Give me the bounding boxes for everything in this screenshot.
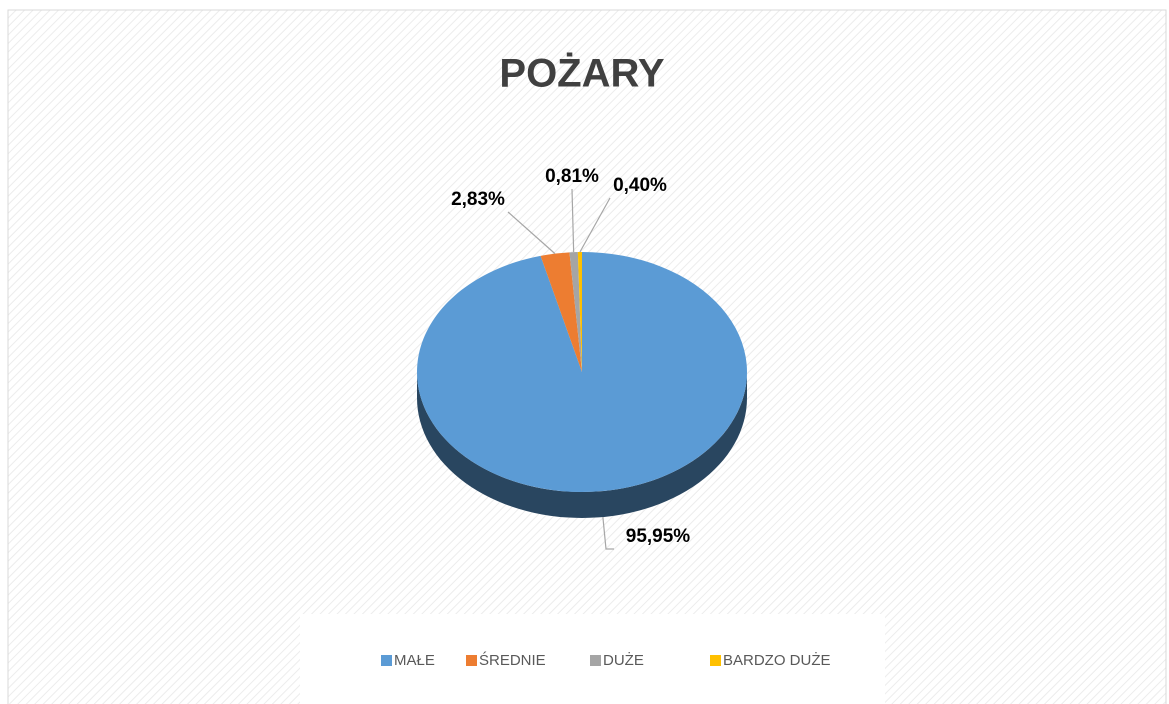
pie-side <box>417 372 747 518</box>
legend-swatch <box>381 655 392 666</box>
leader-line <box>507 211 556 255</box>
pie-slice <box>569 252 582 372</box>
legend-swatch <box>710 655 721 666</box>
data-label: 2,83% <box>451 189 505 210</box>
labels: 95,95% 2,83% 0,81% 0,40% <box>451 166 691 550</box>
pie-slice <box>540 252 582 372</box>
leader-line <box>602 516 614 550</box>
legend-swatch <box>466 655 477 666</box>
data-label: 95,95% <box>626 526 691 547</box>
chart-title: POŻARY <box>499 52 665 96</box>
legend-label: MAŁE <box>394 652 435 669</box>
legend: MAŁE ŚREDNIE DUŻE BARDZO DUŻE <box>381 651 831 669</box>
leader-line <box>571 188 575 253</box>
data-label: 0,81% <box>545 166 599 187</box>
pie-slice <box>577 252 582 372</box>
legend-label: ŚREDNIE <box>479 651 546 669</box>
legend-swatch <box>590 655 601 666</box>
leader-line <box>579 197 611 253</box>
legend-label: BARDZO DUŻE <box>723 651 831 669</box>
data-label: 0,40% <box>613 175 667 196</box>
legend-label: DUŻE <box>603 651 644 669</box>
pie <box>417 252 747 518</box>
